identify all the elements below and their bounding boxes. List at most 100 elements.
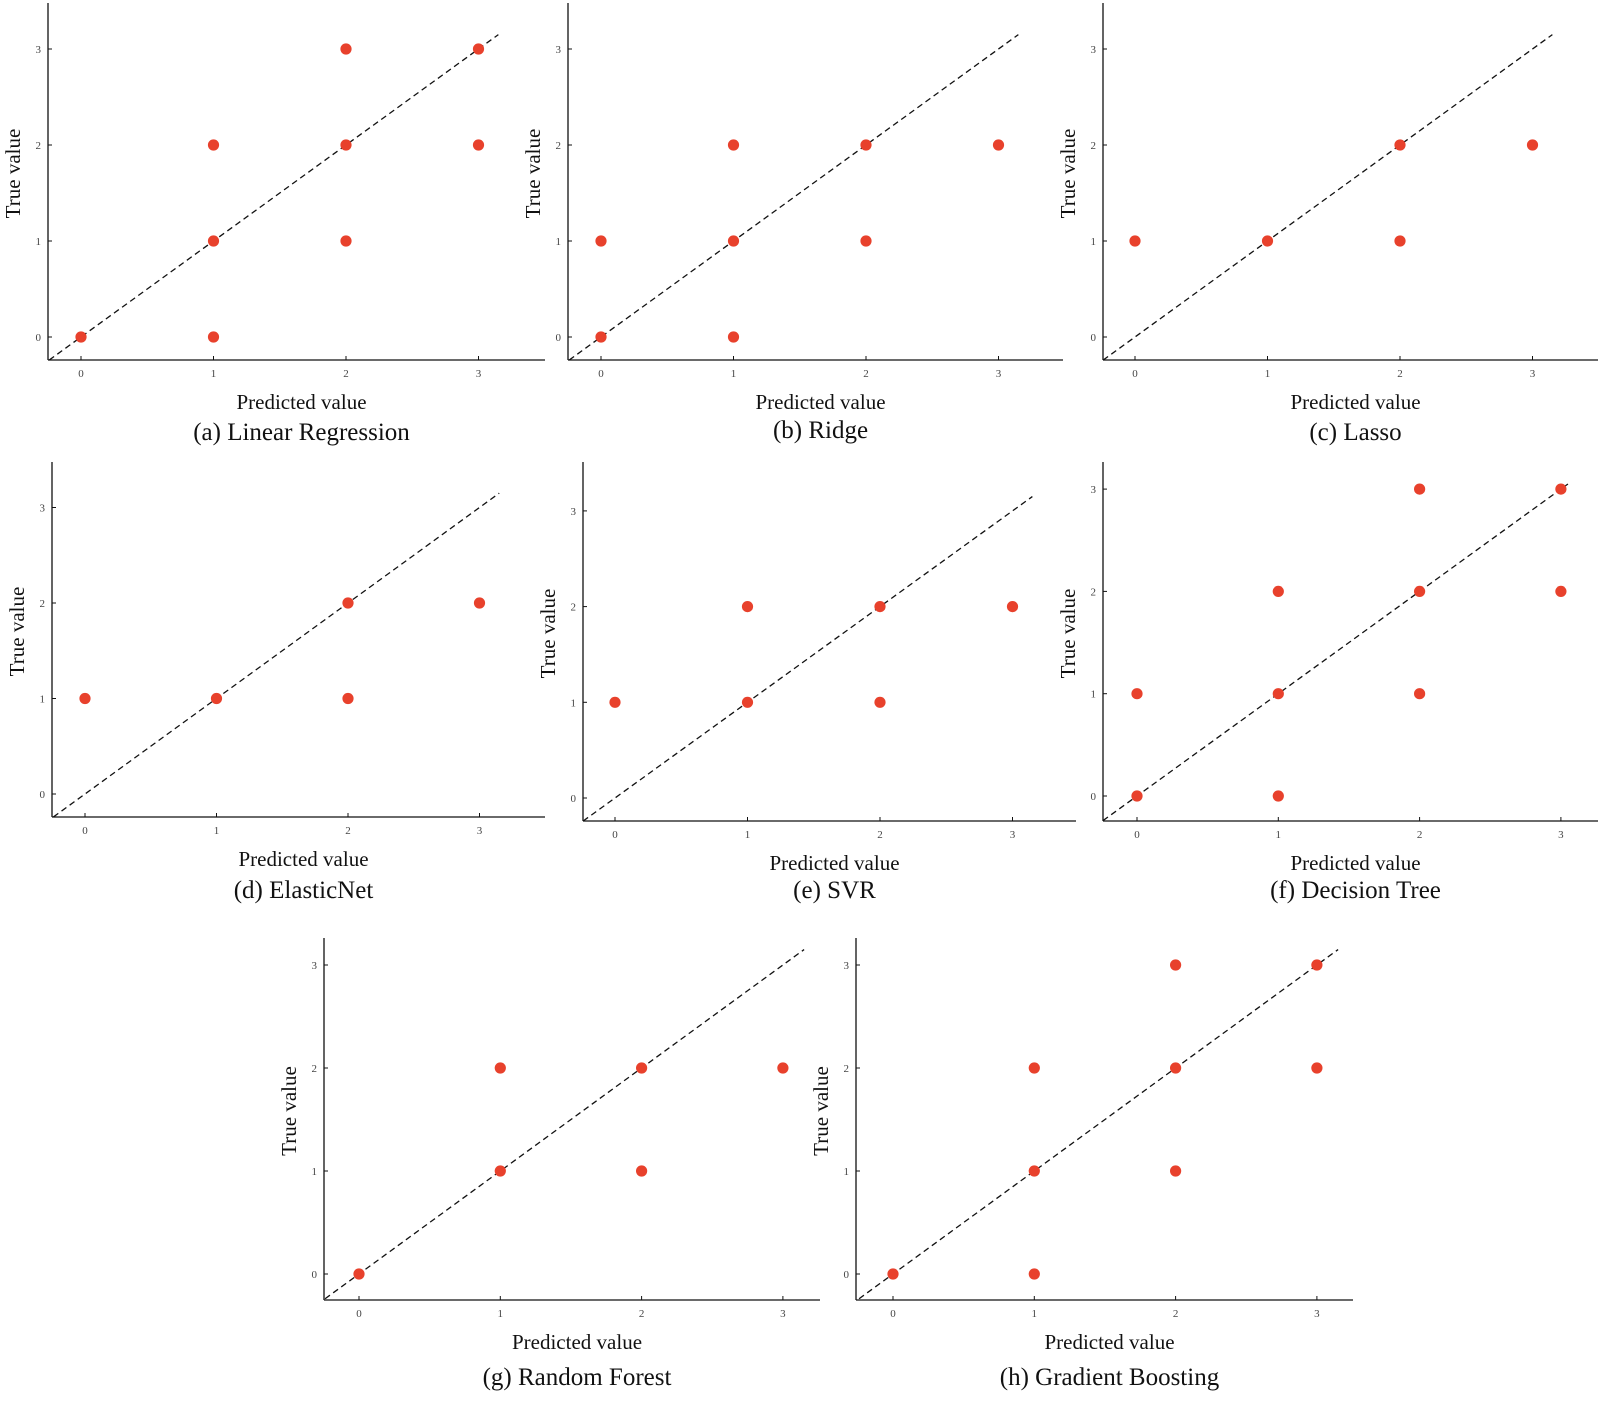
- x-axis-title: Predicted value: [238, 847, 368, 871]
- panel-caption: (b) Ridge: [773, 417, 868, 444]
- x-tick-label: 1: [1032, 1308, 1038, 1320]
- x-tick-label: 2: [639, 1308, 645, 1320]
- x-tick-label: 0: [82, 825, 88, 837]
- x-tick-label: 2: [1397, 368, 1403, 380]
- scatter-point: [1394, 235, 1406, 247]
- identity-line: [324, 949, 805, 1300]
- y-axis-title: True value: [1, 129, 25, 219]
- x-tick-label: 2: [1173, 1308, 1179, 1320]
- y-tick-label: 3: [556, 44, 562, 56]
- y-axis-title: True value: [5, 587, 29, 677]
- scatter-point: [1555, 483, 1567, 495]
- y-tick-label: 3: [844, 960, 850, 972]
- scatter-point: [609, 696, 621, 708]
- scatter-point: [1028, 1268, 1040, 1280]
- scatter-point: [494, 1165, 506, 1177]
- scatter-point: [473, 597, 486, 609]
- y-tick-label: 1: [1091, 236, 1097, 248]
- x-tick-label: 2: [345, 825, 351, 837]
- y-tick-label: 2: [556, 140, 562, 152]
- y-tick-label: 1: [1091, 689, 1097, 701]
- scatter-panel-c: 0 1 2 3 0 1 2 3 Predicted value True value (c) Las…: [1056, 3, 1598, 446]
- identity-line: [48, 34, 499, 361]
- scatter-panel-h: 0 1 2 3 0 1 2 3 Predicted value True value (h) Gra…: [809, 938, 1353, 1391]
- y-tick-label: 2: [1091, 140, 1097, 152]
- scatter-point: [1261, 235, 1274, 247]
- scatter-point: [874, 696, 886, 708]
- x-tick-label: 1: [498, 1308, 504, 1320]
- x-tick-label: 0: [612, 829, 618, 841]
- y-tick-label: 0: [40, 789, 46, 801]
- scatter-point: [1272, 790, 1284, 802]
- y-tick-label: 2: [571, 602, 577, 614]
- scatter-point: [1272, 585, 1284, 598]
- panel-caption: (d) ElasticNet: [234, 877, 374, 904]
- identity-line: [1102, 483, 1569, 822]
- identity-line: [858, 949, 1339, 1300]
- panel-caption: (a) Linear Regression: [193, 419, 410, 446]
- scatter-point: [1526, 139, 1539, 151]
- scatter-point: [472, 139, 485, 151]
- y-tick-label: 0: [1091, 791, 1097, 803]
- scatter-point: [1272, 688, 1284, 700]
- scatter-point: [741, 601, 754, 613]
- scatter-point: [727, 235, 740, 247]
- panel-caption: (f) Decision Tree: [1270, 877, 1441, 904]
- x-axis-title: Predicted value: [755, 390, 885, 414]
- identity-line: [582, 496, 1033, 822]
- scatter-point: [210, 692, 223, 705]
- x-tick-label: 1: [1276, 829, 1282, 841]
- y-tick-label: 1: [36, 236, 42, 248]
- scatter-panel-a: 0 1 2 3 0 1 2 3 Predicted value True value (a) Lin…: [1, 3, 545, 446]
- y-axis-title: True value: [521, 129, 545, 219]
- y-axis-title: True value: [809, 1066, 833, 1156]
- y-tick-label: 1: [556, 236, 562, 248]
- scatter-point: [472, 43, 485, 55]
- y-tick-label: 2: [1091, 586, 1097, 598]
- y-tick-label: 3: [312, 960, 318, 972]
- scatter-point: [1028, 1165, 1040, 1177]
- y-tick-label: 2: [312, 1063, 318, 1075]
- x-tick-label: 3: [1530, 368, 1536, 380]
- scatter-panel-e: 0 1 2 3 0 1 2 3 Predicted value True value (e) SVR: [536, 462, 1076, 904]
- scatter-point: [340, 139, 352, 151]
- scatter-point: [1311, 959, 1323, 971]
- scatter-point: [636, 1062, 648, 1074]
- scatter-point: [636, 1165, 648, 1177]
- y-tick-label: 0: [844, 1269, 850, 1281]
- y-tick-label: 0: [312, 1269, 318, 1281]
- scatter-point: [874, 601, 886, 613]
- x-tick-label: 2: [343, 368, 349, 380]
- scatter-point: [860, 235, 872, 247]
- scatter-point: [75, 331, 87, 343]
- scatter-point: [860, 139, 872, 151]
- scatter-point: [1414, 483, 1426, 495]
- y-tick-label: 2: [844, 1063, 850, 1075]
- scatter-point: [887, 1268, 899, 1280]
- x-tick-label: 3: [1010, 829, 1016, 841]
- y-tick-label: 3: [1091, 484, 1097, 496]
- scatter-point: [342, 692, 354, 705]
- scatter-point: [777, 1062, 789, 1074]
- scatter-point: [494, 1062, 506, 1074]
- y-tick-label: 1: [312, 1166, 318, 1178]
- scatter-point: [741, 696, 754, 708]
- scatter-panel-f: 0 1 2 3 0 1 2 3 Predicted value True value (f) Dec…: [1056, 462, 1598, 904]
- scatter-point: [1394, 139, 1406, 151]
- x-tick-label: 2: [877, 829, 883, 841]
- panel-caption: (h) Gradient Boosting: [1000, 1364, 1220, 1391]
- scatter-point: [1555, 585, 1567, 598]
- y-tick-label: 0: [556, 332, 562, 344]
- scatter-point: [207, 139, 220, 151]
- y-tick-label: 3: [36, 44, 42, 56]
- scatter-point: [342, 597, 354, 609]
- y-tick-label: 2: [40, 598, 46, 610]
- scatter-panel-g: 0 1 2 3 0 1 2 3 Predicted value True value (g) Ran…: [277, 938, 820, 1391]
- scatter-point: [595, 331, 607, 343]
- x-tick-label: 3: [476, 368, 482, 380]
- panel-caption: (c) Lasso: [1309, 419, 1401, 446]
- x-tick-label: 0: [1132, 368, 1138, 380]
- x-tick-label: 0: [78, 368, 84, 380]
- scatter-point: [1170, 959, 1182, 971]
- x-tick-label: 0: [356, 1308, 362, 1320]
